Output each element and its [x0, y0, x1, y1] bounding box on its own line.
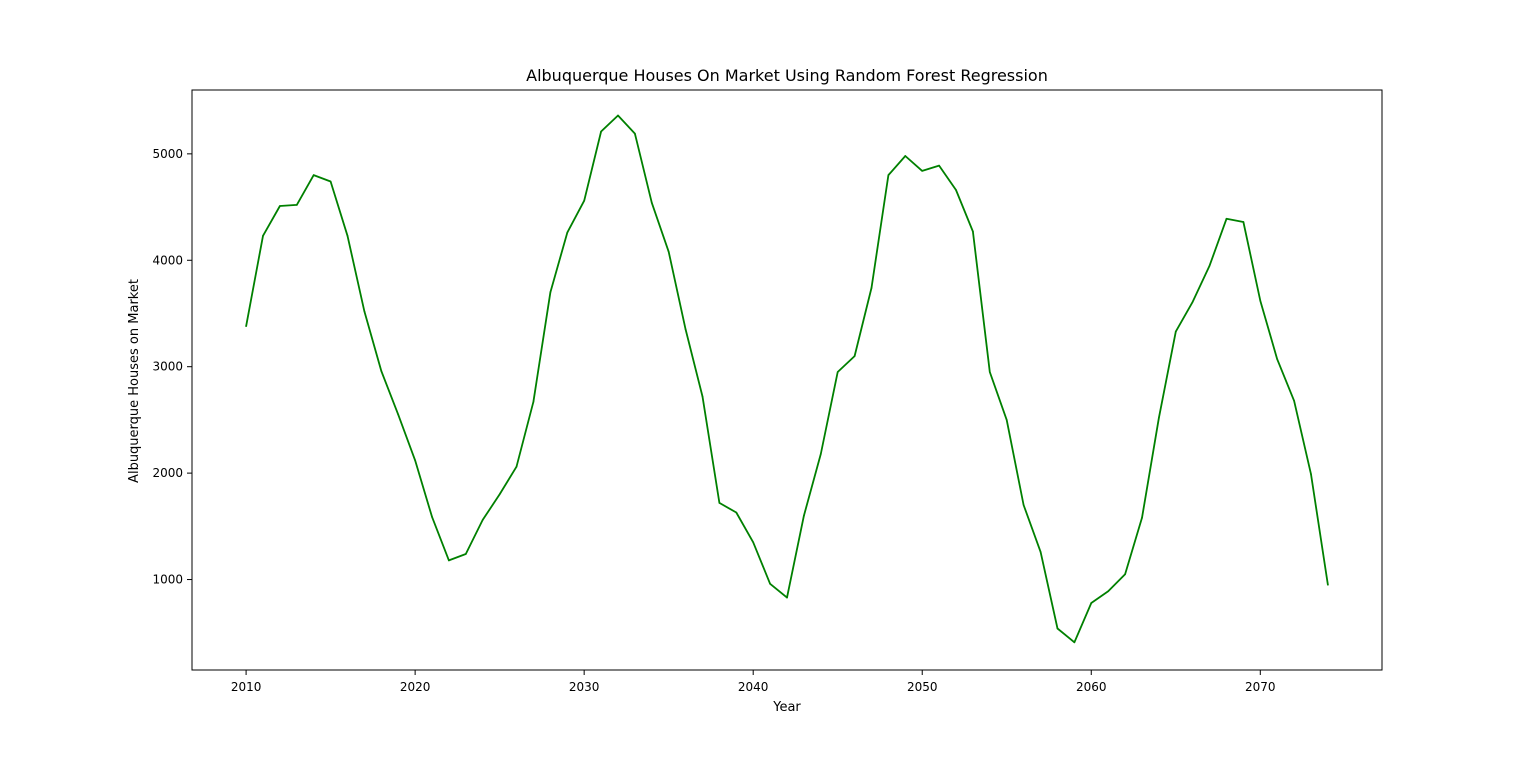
data-point — [1191, 300, 1194, 303]
y-tick-label: 5000 — [152, 147, 183, 161]
data-point — [786, 596, 788, 599]
x-tick-label: 2070 — [1245, 680, 1276, 694]
x-tick-label: 2030 — [569, 680, 600, 694]
data-point — [1327, 584, 1329, 586]
data-point — [363, 310, 366, 313]
data-point — [667, 250, 670, 253]
data-point — [1208, 264, 1211, 267]
data-point — [431, 515, 433, 518]
data-point — [684, 328, 687, 331]
data-point — [380, 370, 383, 372]
plot-area — [192, 90, 1382, 670]
data-point — [465, 553, 467, 555]
data-point — [1242, 221, 1245, 223]
data-point — [989, 371, 991, 373]
data-point — [1276, 358, 1278, 361]
data-point — [887, 174, 890, 176]
data-point — [1293, 399, 1295, 402]
data-point — [1005, 419, 1008, 421]
data-point — [853, 355, 856, 357]
data-point — [296, 204, 298, 206]
data-point — [1056, 627, 1059, 630]
data-point — [752, 541, 754, 544]
data-point — [1039, 551, 1042, 553]
y-tick-label: 1000 — [152, 573, 183, 587]
x-tick-label: 2060 — [1076, 680, 1107, 694]
data-point — [448, 559, 450, 562]
data-point — [1174, 330, 1177, 333]
data-point — [1158, 416, 1160, 419]
series-points — [245, 114, 1329, 644]
data-point — [955, 189, 957, 191]
data-point — [245, 325, 247, 328]
data-point — [566, 231, 569, 234]
data-point — [279, 205, 281, 207]
y-tick-label: 3000 — [152, 360, 183, 374]
data-point — [938, 164, 940, 167]
data-point — [1141, 517, 1143, 519]
data-point — [1073, 641, 1076, 644]
plot-frame — [191, 89, 1383, 671]
data-point — [972, 230, 974, 233]
x-axis-label: Year — [772, 700, 801, 715]
y-axis-label: Albuquerque Houses on Market — [127, 279, 142, 483]
data-point — [481, 519, 484, 521]
data-point — [1107, 590, 1109, 593]
data-point — [634, 132, 636, 135]
data-point — [600, 130, 602, 133]
data-point — [701, 395, 704, 398]
data-point — [1090, 602, 1093, 604]
y-tick-label: 4000 — [152, 253, 183, 267]
data-point — [836, 371, 839, 373]
data-point — [498, 493, 501, 496]
data-point — [262, 234, 264, 237]
data-point — [650, 202, 653, 204]
data-point — [617, 114, 619, 117]
data-point — [397, 413, 400, 416]
data-point — [1310, 473, 1312, 475]
data-point — [583, 199, 585, 202]
data-point — [1124, 573, 1126, 576]
data-point — [870, 287, 873, 289]
data-point — [769, 582, 771, 585]
data-point — [820, 453, 822, 455]
y-axis-ticks: 1000 2000 3000 4000 5000 — [152, 147, 192, 587]
data-point — [1022, 504, 1025, 506]
data-point — [414, 459, 416, 462]
data-point — [921, 170, 924, 172]
x-tick-label: 2040 — [738, 680, 769, 694]
x-tick-label: 2010 — [231, 680, 262, 694]
x-tick-label: 2020 — [400, 680, 431, 694]
data-point — [329, 180, 332, 183]
data-point — [515, 465, 518, 468]
data-point — [346, 234, 349, 237]
data-point — [549, 291, 552, 294]
data-point — [1225, 217, 1228, 220]
data-point — [312, 174, 315, 176]
data-point — [735, 511, 738, 514]
data-point — [904, 155, 907, 157]
data-point — [1259, 299, 1262, 302]
chart-title: Albuquerque Houses On Market Using Rando… — [526, 66, 1048, 85]
x-tick-label: 2050 — [907, 680, 938, 694]
data-point — [718, 502, 721, 504]
x-axis-ticks: 2010 2020 2030 2040 2050 2060 2070 — [231, 670, 1276, 694]
data-point — [803, 514, 805, 517]
data-point — [532, 401, 535, 403]
y-tick-label: 2000 — [152, 466, 183, 480]
